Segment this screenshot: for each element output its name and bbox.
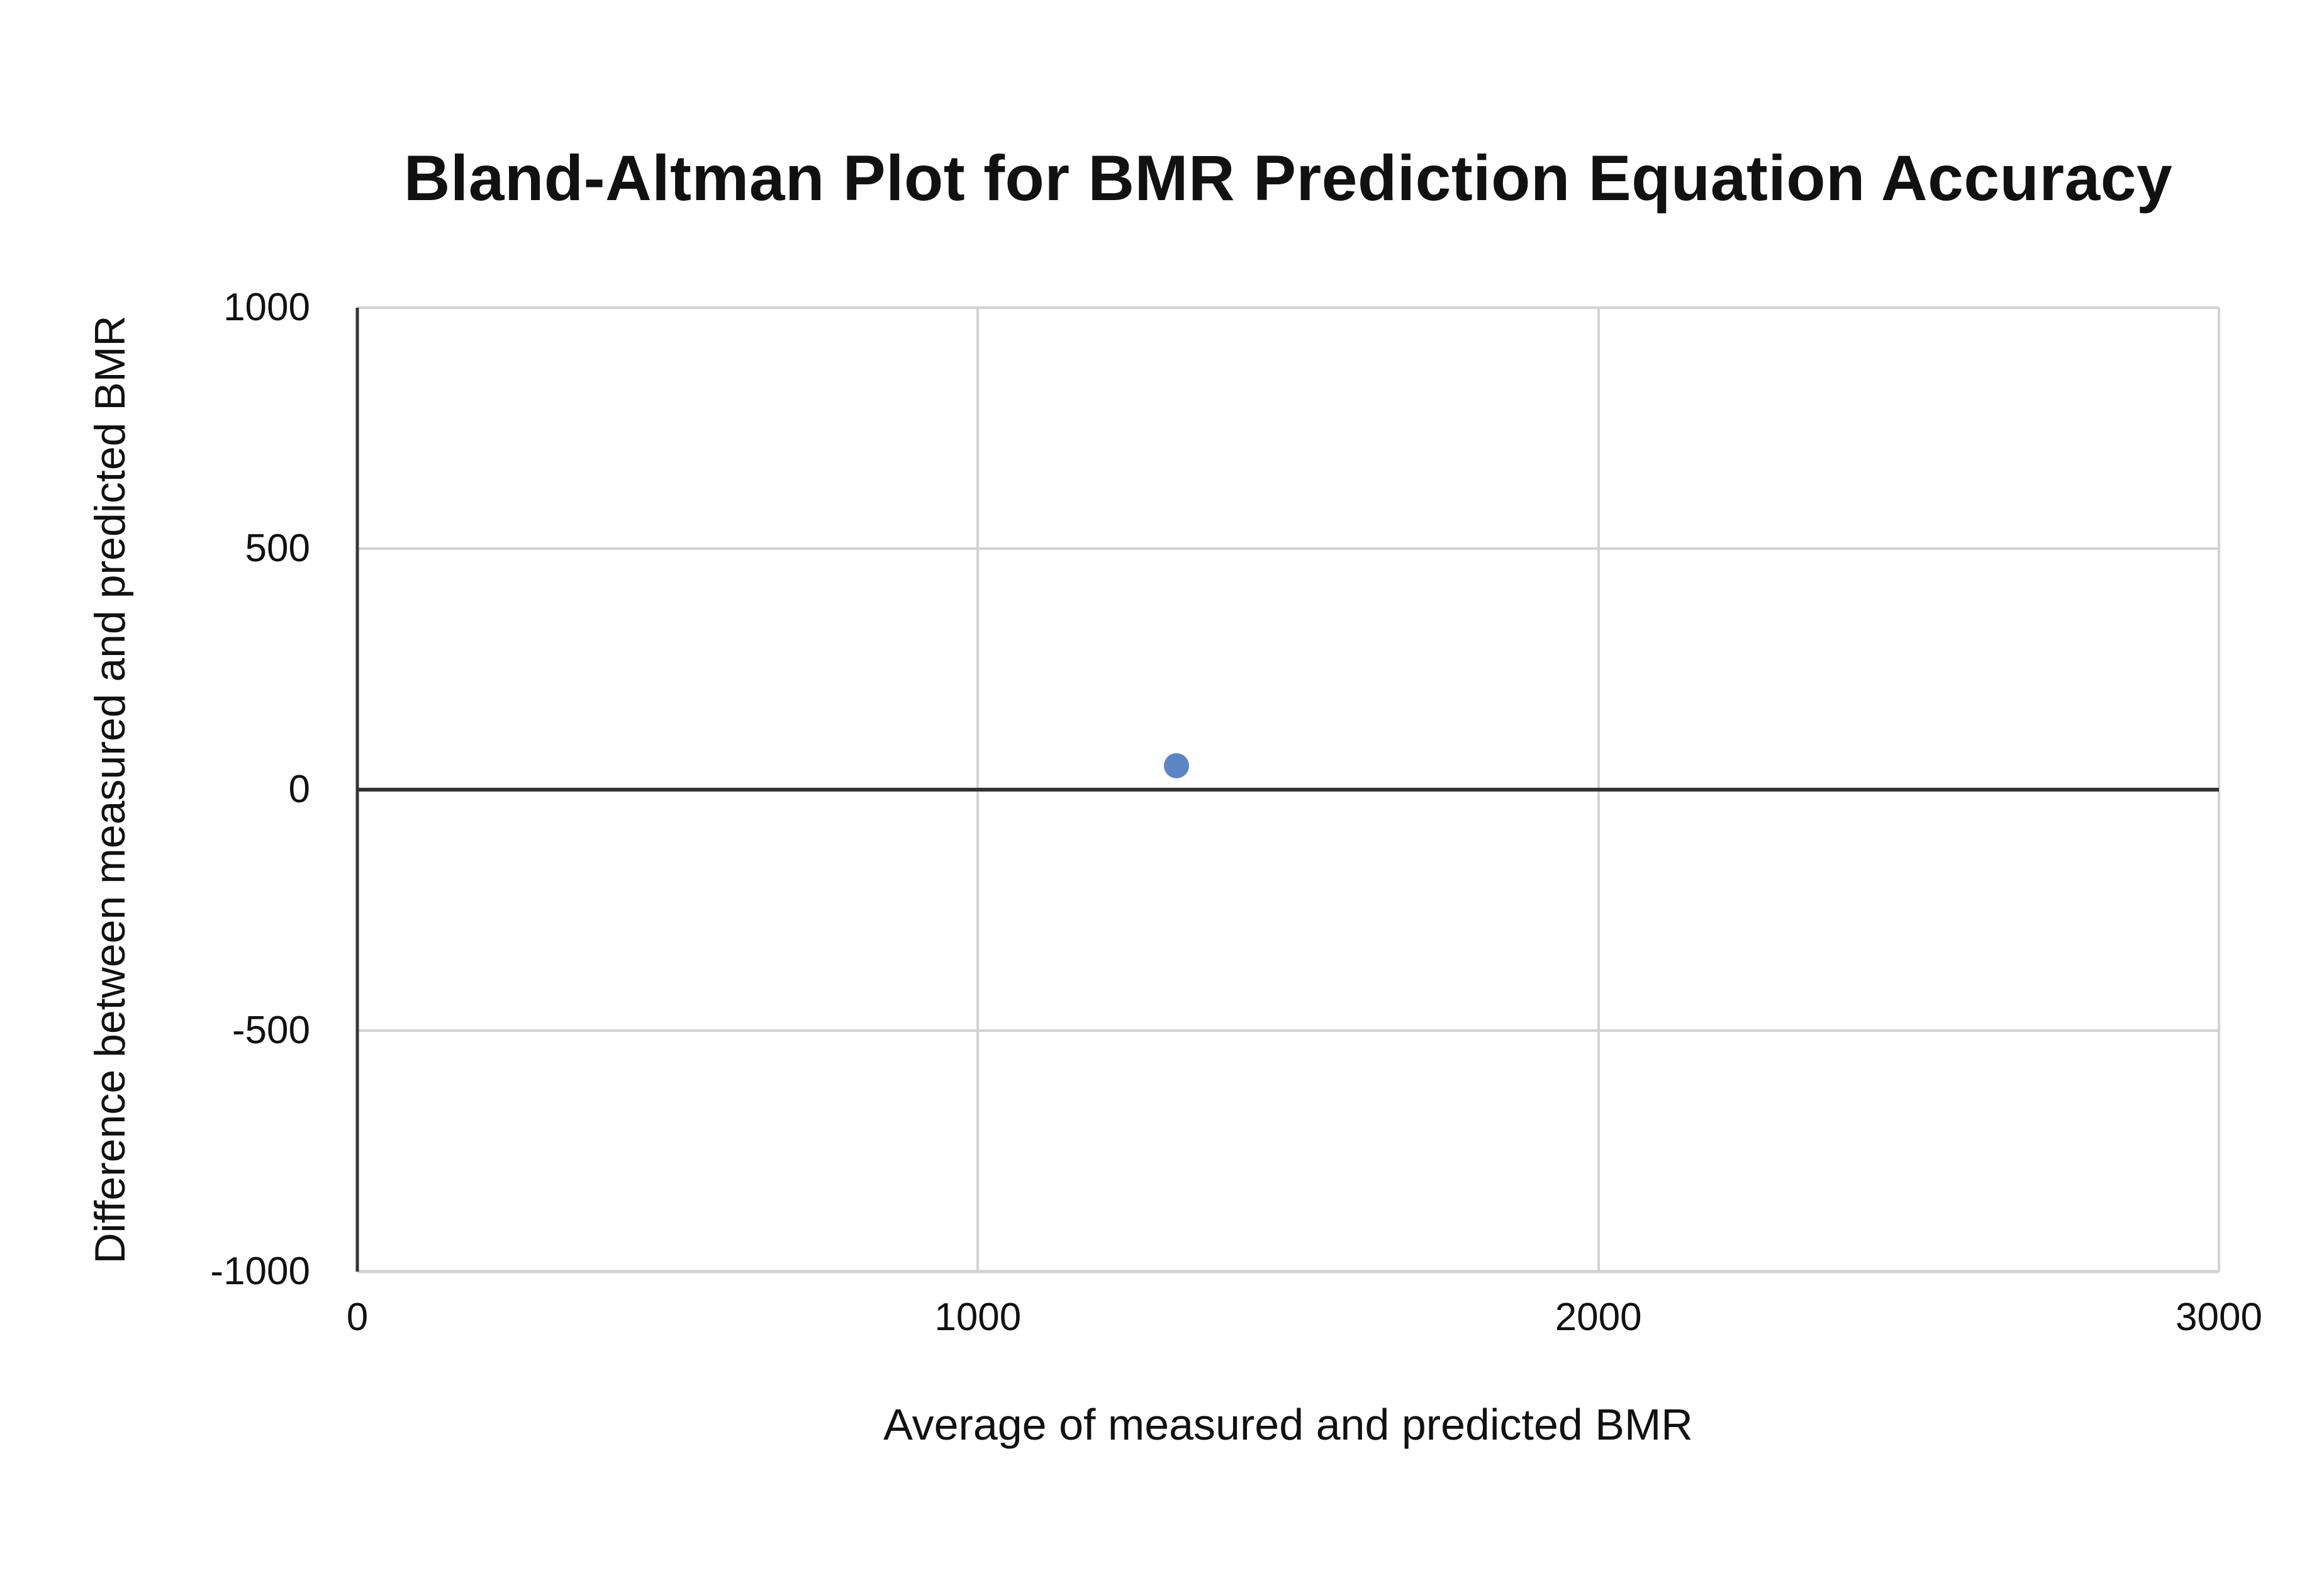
x-tick-label: 1000: [934, 1296, 1022, 1339]
y-tick-label: 500: [245, 527, 310, 570]
gridline-y-neg1000: [357, 1270, 2219, 1274]
chart-title: Bland-Altman Plot for BMR Prediction Equ…: [403, 142, 2173, 214]
y-tick-label: 1000: [223, 286, 310, 329]
gridline-x-3000: [2218, 308, 2220, 1272]
plot-area: 1000 500 0 -500 -1000 0 1000 2000 3000: [210, 288, 2262, 1337]
x-tick-label: 3000: [2176, 1296, 2262, 1339]
gridline-y-500: [357, 547, 2219, 550]
x-tick-label: 2000: [1555, 1296, 1642, 1339]
y-tick-label: -500: [232, 1009, 310, 1052]
zero-line: [357, 788, 2219, 792]
x-axis-title: Average of measured and predicted BMR: [883, 1400, 1693, 1449]
gridline-y-1000: [357, 306, 2219, 309]
y-tick-label: -1000: [210, 1250, 310, 1293]
y-tick-label: 0: [288, 768, 310, 811]
data-point: [1163, 753, 1189, 778]
x-tick-label: 0: [346, 1296, 369, 1339]
gridline-y-neg500: [357, 1029, 2219, 1032]
